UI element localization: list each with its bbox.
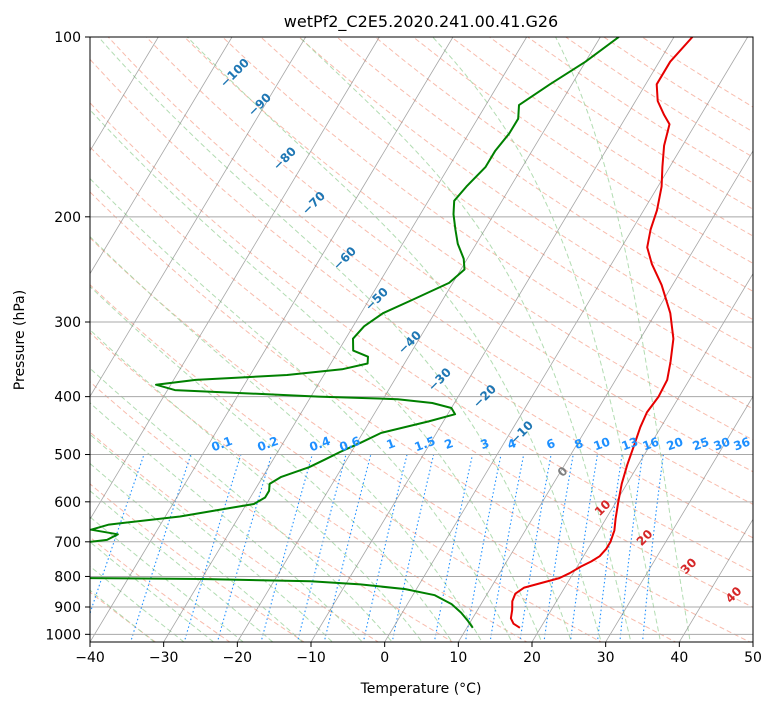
- y-tick-label: 300: [54, 315, 81, 331]
- isotherm-line: [679, 37, 775, 642]
- dry-adiabat-line: [299, 37, 775, 647]
- x-tick-label: 10: [449, 650, 467, 666]
- chart-title: wetPf2_C2E5.2020.241.00.41.G26: [284, 12, 558, 32]
- moist-adiabat-label: 30: [678, 555, 700, 577]
- moist-adiabat-line: [420, 24, 661, 647]
- dry-adiabat-label: −70: [299, 189, 328, 218]
- y-tick-label: 100: [54, 30, 81, 46]
- y-tick-label: 800: [54, 569, 81, 585]
- x-tick-label: −20: [223, 650, 253, 666]
- isotherm-line: [0, 37, 232, 642]
- mixing-ratio-line: [465, 455, 502, 648]
- mixing-ratio-line: [323, 455, 371, 648]
- dry-adiabat-line: [490, 37, 775, 647]
- mixing-ratio-label: 6: [545, 436, 558, 452]
- x-tick-label: 0: [380, 650, 389, 666]
- x-tick-label: 50: [744, 650, 762, 666]
- mixing-ratio-label: 20: [665, 435, 685, 454]
- mixing-ratio-line: [362, 455, 407, 648]
- isotherm-line: [606, 37, 775, 642]
- moist-adiabat-line: [87, 24, 573, 647]
- x-tick-label: 30: [597, 650, 615, 666]
- mixing-ratio-label: 8: [573, 436, 586, 452]
- mixing-ratio-line: [570, 455, 598, 648]
- moist-adiabat-line: [286, 24, 632, 647]
- isotherm-line: [164, 37, 527, 642]
- moist-adiabat-label: 10: [592, 497, 614, 519]
- dry-adiabat-line: [108, 37, 775, 647]
- dry-adiabat-line: [0, 37, 386, 647]
- mixing-ratio-line: [489, 455, 523, 648]
- dry-adiabat-line: [451, 37, 775, 647]
- mixing-ratio-label: 10: [592, 435, 612, 454]
- dry-adiabat-label: −40: [395, 328, 424, 357]
- y-tick-label: 600: [54, 495, 81, 511]
- dry-adiabat-label: −30: [425, 365, 454, 394]
- dry-adiabat-line: [375, 37, 775, 647]
- x-tick-label: 40: [670, 650, 688, 666]
- moist-adiabat-line: [0, 24, 426, 647]
- dry-adiabat-line: [261, 37, 775, 647]
- dry-adiabat-line: [0, 37, 461, 647]
- mixing-ratio-label: 1.5: [412, 434, 437, 454]
- mixing-ratio-label: 0.6: [337, 434, 362, 454]
- dry-adiabat-line: [566, 37, 775, 647]
- moist-adiabat-line: [0, 24, 338, 647]
- moist-adiabat-label: 40: [723, 584, 745, 606]
- profile-layer: [0, 37, 692, 628]
- x-axis-label: Temperature (°C): [360, 681, 482, 697]
- moist-adiabat-line: [0, 24, 308, 647]
- y-tick-label: 700: [54, 535, 81, 551]
- x-tick-label: −40: [75, 650, 105, 666]
- mixing-ratio-label: 1: [385, 436, 398, 452]
- y-tick-label: 200: [54, 210, 81, 226]
- moist-adiabat-label: 20: [634, 527, 656, 549]
- mixing-ratio-label: 25: [691, 435, 711, 454]
- isotherm-line: [532, 37, 775, 642]
- dry-adiabat-line: [0, 37, 536, 647]
- mixing-ratio-line: [129, 455, 191, 648]
- mixing-ratio-line: [183, 455, 241, 648]
- dry-adiabat-label: −60: [330, 244, 359, 273]
- x-tick-label: 20: [523, 650, 541, 666]
- mixing-ratio-label: 3: [479, 436, 492, 452]
- y-tick-label: 900: [54, 600, 81, 616]
- dry-adiabat-line: [0, 37, 610, 647]
- dry-adiabat-line: [642, 37, 775, 647]
- isotherm-line: [0, 37, 306, 642]
- dry-adiabat-label: −80: [270, 144, 299, 173]
- mixing-ratio-line: [216, 455, 272, 648]
- y-tick-label: 400: [54, 390, 81, 406]
- grid-layer: [0, 24, 775, 647]
- y-tick-label: 1000: [45, 627, 81, 643]
- moist-adiabat-line: [0, 24, 190, 647]
- moist-adiabat-line: [0, 24, 455, 647]
- dry-adiabat-line: [223, 37, 775, 647]
- moist-adiabat-line: [549, 24, 692, 647]
- dry-adiabat-label: −90: [245, 90, 274, 119]
- isotherm-line: [90, 37, 453, 642]
- dry-adiabat-line: [0, 37, 312, 647]
- x-tick-label: −30: [149, 650, 179, 666]
- y-axis-label: Pressure (hPa): [12, 290, 28, 390]
- dry-adiabat-line: [0, 37, 775, 647]
- dry-adiabat-label: −50: [362, 285, 391, 314]
- mixing-ratio-line: [597, 455, 622, 648]
- temperature-profile-line: [511, 37, 693, 628]
- y-tick-label: 500: [54, 448, 81, 464]
- dry-adiabat-line: [0, 37, 13, 647]
- x-tick-label: −10: [296, 650, 326, 666]
- dry-adiabat-line: [146, 37, 775, 647]
- isotherm-line: [0, 37, 11, 642]
- moist-adiabat-line: [0, 24, 279, 647]
- moist-adiabat-line: [0, 24, 249, 647]
- mixing-ratio-label: 30: [712, 435, 732, 454]
- dry-adiabat-line: [0, 37, 237, 647]
- isotherm-line: [753, 37, 775, 642]
- isotherm-line: [385, 37, 748, 642]
- moist-adiabat-line: [17, 24, 544, 647]
